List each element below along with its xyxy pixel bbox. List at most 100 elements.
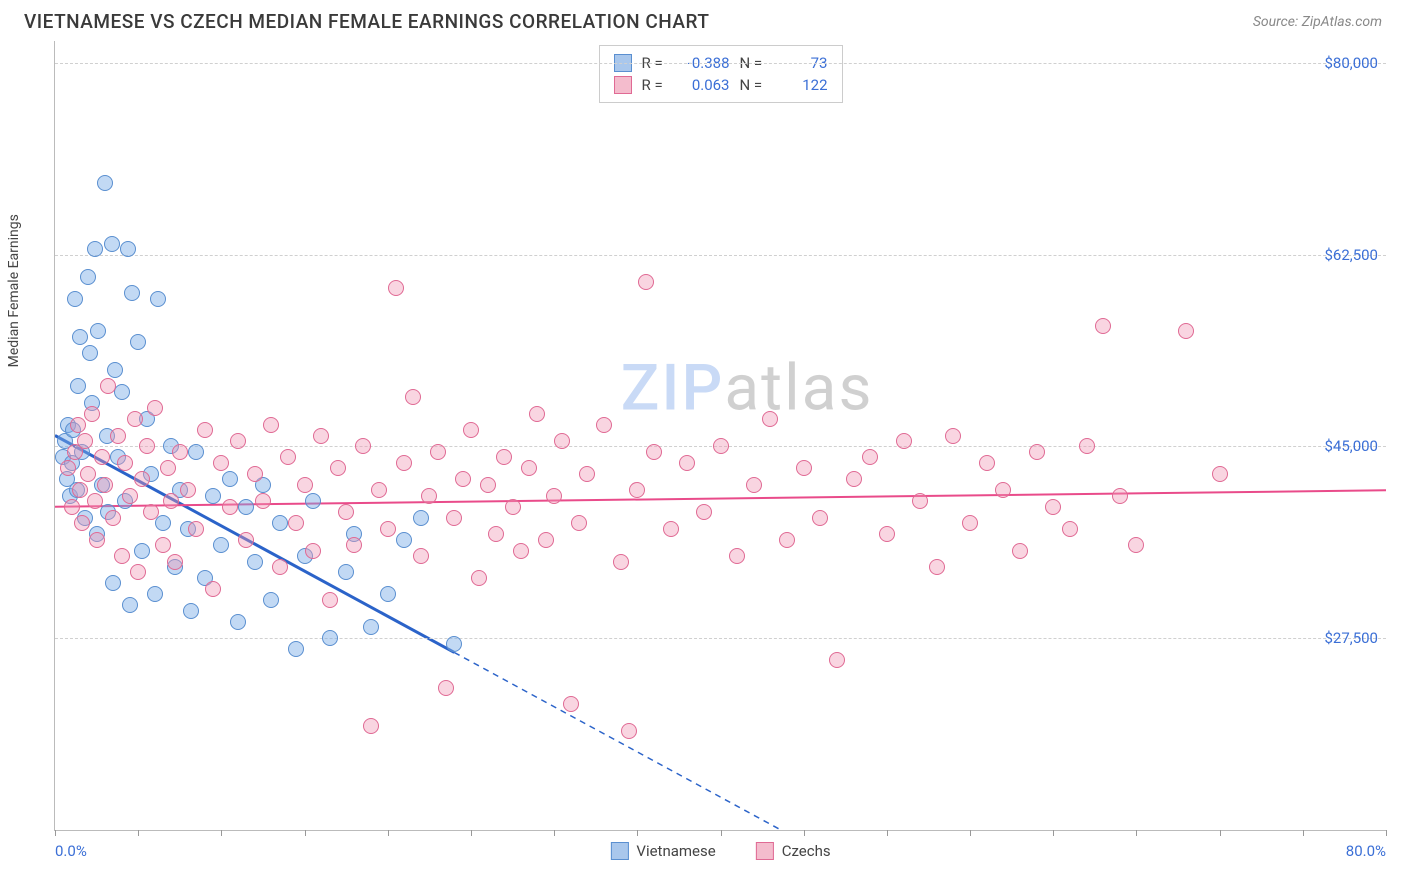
data-point [272, 515, 288, 531]
x-tick [221, 830, 222, 836]
data-point [124, 285, 140, 301]
data-point [110, 428, 126, 444]
data-point [90, 323, 106, 339]
stats-row: R =0.063N =122 [614, 74, 828, 96]
data-point [696, 504, 712, 520]
gridline [55, 255, 1386, 256]
data-point [979, 455, 995, 471]
data-point [363, 619, 379, 635]
data-point [130, 334, 146, 350]
data-point [1178, 323, 1194, 339]
data-point [613, 554, 629, 570]
data-point [363, 718, 379, 734]
data-point [89, 532, 105, 548]
data-point [105, 510, 121, 526]
data-point [596, 417, 612, 433]
x-tick [804, 830, 805, 836]
stat-n-value: 122 [778, 76, 828, 94]
data-point [1012, 543, 1028, 559]
data-point [729, 548, 745, 564]
data-point [1029, 444, 1045, 460]
data-point [846, 471, 862, 487]
legend-item: Vietnamese [610, 842, 715, 860]
data-point [213, 537, 229, 553]
x-axis-max-label: 80.0% [1346, 842, 1386, 860]
data-point [180, 482, 196, 498]
data-point [446, 510, 462, 526]
data-point [122, 488, 138, 504]
data-point [230, 433, 246, 449]
x-tick [721, 830, 722, 836]
data-point [147, 400, 163, 416]
data-point [305, 543, 321, 559]
data-point [64, 499, 80, 515]
legend-swatch [756, 842, 774, 860]
y-axis-label: Median Female Earnings [6, 214, 22, 367]
data-point [70, 417, 86, 433]
data-point [330, 460, 346, 476]
data-point [929, 559, 945, 575]
data-point [513, 543, 529, 559]
x-tick [305, 830, 306, 836]
gridline [55, 63, 1386, 64]
data-point [338, 504, 354, 520]
data-point [646, 444, 662, 460]
data-point [97, 175, 113, 191]
data-point [862, 449, 878, 465]
data-point [188, 521, 204, 537]
data-point [1128, 537, 1144, 553]
data-point [247, 466, 263, 482]
data-point [60, 460, 76, 476]
data-point [197, 422, 213, 438]
data-point [255, 493, 271, 509]
data-point [746, 477, 762, 493]
data-point [297, 477, 313, 493]
data-point [87, 493, 103, 509]
data-point [380, 586, 396, 602]
data-point [371, 482, 387, 498]
data-point [446, 636, 462, 652]
data-point [305, 493, 321, 509]
data-point [579, 466, 595, 482]
data-point [1112, 488, 1128, 504]
x-tick [887, 830, 888, 836]
data-point [713, 438, 729, 454]
data-point [222, 471, 238, 487]
data-point [238, 532, 254, 548]
data-point [679, 455, 695, 471]
data-point [127, 411, 143, 427]
data-point [155, 515, 171, 531]
y-tick-label: $27,500 [1324, 629, 1378, 647]
data-point [421, 488, 437, 504]
data-point [455, 471, 471, 487]
data-point [1062, 521, 1078, 537]
gridline [55, 638, 1386, 639]
chart-title: VIETNAMESE VS CZECH MEDIAN FEMALE EARNIN… [24, 10, 709, 33]
data-point [554, 433, 570, 449]
data-point [438, 680, 454, 696]
data-point [230, 614, 246, 630]
data-point [471, 570, 487, 586]
data-point [104, 236, 120, 252]
data-point [1095, 318, 1111, 334]
data-point [488, 526, 504, 542]
data-point [130, 564, 146, 580]
data-point [74, 515, 90, 531]
data-point [413, 510, 429, 526]
data-point [72, 329, 88, 345]
data-point [995, 482, 1011, 498]
data-point [67, 291, 83, 307]
data-point [150, 291, 166, 307]
data-point [288, 515, 304, 531]
data-point [621, 723, 637, 739]
data-point [463, 422, 479, 438]
data-point [107, 362, 123, 378]
data-point [134, 471, 150, 487]
data-point [629, 482, 645, 498]
stat-n-label: N = [740, 76, 768, 94]
y-tick-label: $80,000 [1324, 54, 1378, 72]
chart-container: Median Female Earnings ZIPatlas R =-0.38… [20, 41, 1386, 831]
legend-label: Vietnamese [636, 842, 715, 860]
data-point [77, 433, 93, 449]
stat-r-label: R = [642, 76, 670, 94]
